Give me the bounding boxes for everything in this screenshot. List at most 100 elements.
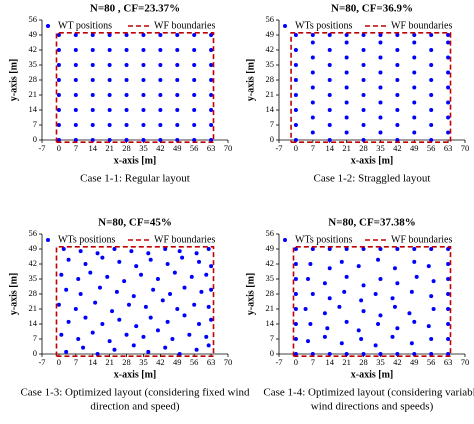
boundary-line — [55, 32, 215, 143]
turbine-point — [192, 302, 197, 307]
turbine-point — [429, 294, 434, 299]
turbine-point — [395, 247, 400, 251]
turbine-point — [293, 292, 298, 296]
x-tick-label: 0 — [57, 357, 61, 367]
y-tick-label: 35 — [266, 59, 275, 69]
turbine-point — [378, 313, 383, 318]
turbine-point — [446, 277, 451, 281]
turbine-point — [90, 63, 95, 67]
y-tick-label: 14 — [29, 104, 38, 114]
turbine-point — [129, 249, 134, 254]
x-tick-label: 42 — [393, 357, 402, 367]
y-tick-label: 7 — [270, 333, 274, 343]
turbine-point — [73, 78, 78, 82]
legend-swatch — [283, 24, 287, 28]
y-tick-label: 0 — [270, 348, 274, 358]
turbine-point — [90, 48, 95, 52]
turbine-point — [177, 249, 182, 254]
turbine-point — [56, 93, 61, 97]
turbine-point — [361, 108, 366, 112]
x-tick-label: 28 — [122, 143, 131, 153]
turbine-point — [76, 337, 81, 341]
turbine-point — [78, 292, 83, 296]
turbine-point — [431, 307, 436, 311]
turbine-point — [100, 255, 105, 260]
turbine-point — [373, 292, 378, 296]
x-tick-label: 0 — [294, 143, 298, 153]
turbine-point — [90, 33, 95, 37]
turbine-point — [378, 100, 383, 105]
turbine-point — [327, 63, 332, 67]
turbine-point — [95, 251, 100, 256]
caption: Case 1-1: Regular layout — [80, 173, 190, 185]
turbine-point — [124, 108, 129, 112]
turbine-point — [293, 322, 298, 326]
y-tick-label: 7 — [270, 119, 274, 129]
turbine-point — [446, 70, 451, 75]
caption: wind directions and speeds) — [311, 401, 434, 413]
turbine-point — [209, 123, 214, 127]
x-tick-label: 21 — [105, 143, 114, 153]
turbine-point — [97, 285, 102, 290]
x-tick-label: 21 — [342, 357, 351, 367]
turbine-point — [344, 319, 349, 324]
turbine-point — [446, 33, 451, 37]
y-tick-label: 7 — [33, 119, 37, 129]
turbine-point — [158, 48, 163, 52]
turbine-point — [293, 277, 298, 281]
turbine-point — [305, 339, 310, 344]
turbine-point — [187, 332, 192, 337]
legend-label: WT positions — [58, 20, 112, 31]
turbine-point — [141, 123, 146, 127]
turbine-point — [429, 352, 434, 356]
y-tick-label: 42 — [29, 258, 38, 268]
turbine-point — [395, 93, 400, 97]
turbine-point — [446, 292, 451, 296]
turbine-point — [59, 272, 64, 277]
turbine-point — [327, 93, 332, 97]
x-tick-label: 49 — [173, 357, 182, 367]
x-tick-label: -7 — [38, 357, 45, 367]
turbine-point — [293, 33, 298, 37]
x-axis-label: x-axis [m] — [351, 369, 394, 380]
turbine-point — [141, 33, 146, 37]
caption: Case 1-4: Optimized layout (considering … — [263, 387, 474, 399]
y-tick-label: 14 — [266, 104, 275, 114]
turbine-point — [322, 311, 327, 316]
x-tick-label: 7 — [311, 143, 315, 153]
turbine-point — [412, 319, 417, 324]
turbine-point — [192, 93, 197, 97]
turbine-point — [446, 115, 451, 120]
turbine-point — [209, 93, 214, 97]
turbine-point — [209, 33, 214, 37]
x-axis-label: x-axis [m] — [114, 369, 157, 380]
turbine-point — [172, 270, 177, 275]
turbine-point — [310, 352, 315, 356]
turbine-point — [392, 266, 397, 271]
turbine-point — [209, 48, 214, 52]
turbine-point — [124, 93, 129, 97]
y-axis-label: y-axis [m] — [245, 273, 256, 316]
legend-label: WTs positions — [295, 20, 352, 31]
turbine-point — [114, 289, 119, 294]
turbine-point — [293, 247, 298, 251]
turbine-point — [407, 311, 412, 316]
turbine-point — [206, 247, 211, 251]
turbine-point — [429, 247, 434, 251]
turbine-point — [344, 274, 349, 279]
x-tick-label: 7 — [74, 357, 78, 367]
turbine-point — [293, 63, 298, 67]
turbine-point — [376, 322, 381, 326]
turbine-point — [412, 130, 417, 135]
x-tick-label: 14 — [88, 143, 97, 153]
turbine-point — [359, 337, 364, 341]
turbine-point — [90, 78, 95, 82]
turbine-point — [327, 123, 332, 127]
turbine-point — [155, 328, 160, 333]
turbine-point — [141, 63, 146, 67]
turbine-point — [141, 334, 146, 339]
turbine-point — [412, 85, 417, 90]
turbine-point — [177, 352, 182, 356]
turbine-point — [392, 304, 397, 309]
turbine-point — [124, 123, 129, 127]
